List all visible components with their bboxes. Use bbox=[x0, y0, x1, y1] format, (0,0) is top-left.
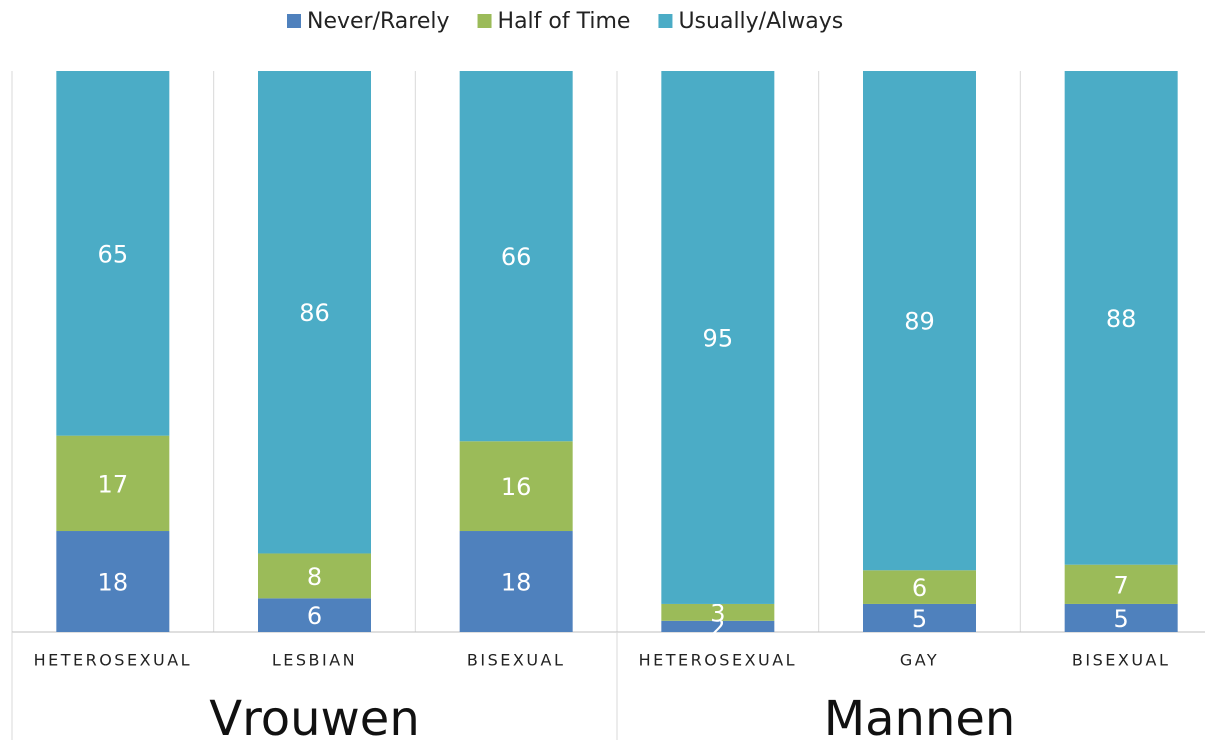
bar-segment bbox=[863, 603, 976, 632]
group-label: Vrouwen bbox=[209, 691, 420, 747]
data-label: 89 bbox=[904, 308, 935, 336]
data-label: 16 bbox=[501, 473, 532, 501]
bar-segment bbox=[56, 531, 170, 632]
data-label: 6 bbox=[307, 602, 322, 630]
data-label: 18 bbox=[98, 569, 129, 597]
legend-swatch bbox=[477, 14, 492, 28]
data-label: 7 bbox=[1114, 571, 1129, 599]
bar-segment bbox=[661, 620, 775, 632]
data-label: 6 bbox=[912, 574, 927, 602]
bar-segment bbox=[1064, 71, 1178, 565]
bar-segment bbox=[258, 553, 371, 599]
data-label: 86 bbox=[299, 299, 330, 327]
data-label: 66 bbox=[501, 243, 532, 271]
x-tick-label: LESBIAN bbox=[272, 651, 357, 670]
bar-segment bbox=[258, 598, 371, 632]
bar-segment bbox=[661, 71, 775, 604]
bar-segment bbox=[661, 603, 775, 621]
bar-segment bbox=[1064, 603, 1178, 632]
group-label: Mannen bbox=[824, 691, 1016, 747]
data-label: 3 bbox=[710, 599, 725, 627]
data-label: 18 bbox=[501, 569, 532, 597]
legend-label: Usually/Always bbox=[678, 9, 843, 34]
x-tick-label: HETEROSEXUAL bbox=[639, 651, 798, 670]
data-label: 8 bbox=[307, 563, 322, 591]
bar-segment bbox=[863, 71, 976, 571]
data-label: 17 bbox=[98, 470, 129, 498]
legend-label: Never/Rarely bbox=[307, 9, 450, 34]
bar-segment bbox=[459, 531, 573, 632]
data-label: 5 bbox=[1114, 605, 1129, 633]
bar-segment bbox=[56, 71, 170, 436]
data-label: 5 bbox=[912, 605, 927, 633]
x-tick-label: GAY bbox=[900, 651, 939, 670]
legend-swatch bbox=[658, 14, 673, 28]
legend-swatch bbox=[287, 14, 301, 28]
bar-segment bbox=[863, 570, 976, 604]
bar-segment bbox=[459, 441, 573, 532]
bar-segment bbox=[56, 435, 170, 532]
bar-segment bbox=[258, 71, 371, 554]
data-label: 95 bbox=[703, 324, 734, 352]
x-tick-label: HETEROSEXUAL bbox=[34, 651, 193, 670]
data-label: 88 bbox=[1106, 305, 1137, 333]
x-tick-label: BISEXUAL bbox=[467, 651, 566, 670]
legend-label: Half of Time bbox=[498, 9, 631, 34]
x-tick-label: BISEXUAL bbox=[1072, 651, 1171, 670]
data-label: 65 bbox=[98, 240, 129, 268]
bar-segment bbox=[459, 71, 573, 442]
bar-segment bbox=[1064, 564, 1178, 604]
